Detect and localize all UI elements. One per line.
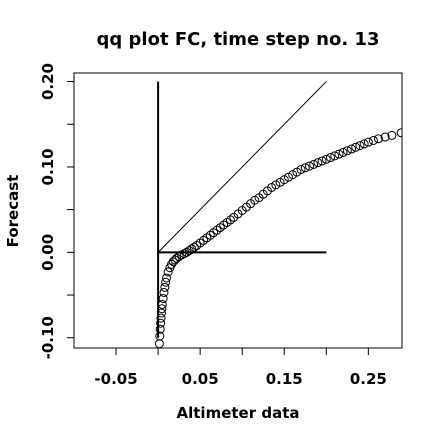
data-points [154,128,402,348]
data-point [156,308,166,318]
y-axis: -0.10 0.00 0.10 0.20 [39,63,74,359]
x-tick-label: 0.15 [266,370,303,388]
data-point [347,144,357,154]
data-point [189,242,199,252]
data-point [179,249,189,259]
data-point [157,299,167,309]
data-point [396,128,402,138]
data-point [154,339,164,348]
y-tick-label: 0.00 [39,234,57,271]
data-point [155,324,165,334]
data-point [380,132,390,142]
data-point [162,273,172,283]
data-point [334,149,344,159]
data-point [330,151,340,161]
x-axis-label: Altimeter data [177,404,300,422]
data-point [304,161,314,171]
data-point [159,287,169,297]
data-point [163,267,173,277]
data-point [359,139,369,149]
data-point [177,250,187,260]
data-point [296,165,306,175]
data-point [363,137,373,147]
data-point [351,142,361,152]
data-point [321,154,331,164]
data-point [156,313,166,323]
chart-title: qq plot FC, time step no. 13 [97,29,380,50]
data-point [387,130,397,140]
reference-line-identity [157,81,327,253]
reference-lines [157,81,327,338]
data-point [161,277,171,287]
data-point [326,153,336,163]
y-tick-label: 0.10 [39,148,57,185]
data-point [309,159,319,169]
data-point [338,147,348,157]
x-axis: -0.05 0.05 0.15 0.25 [94,348,387,388]
data-point [313,158,323,168]
data-point [317,156,327,166]
x-tick-label: 0.05 [182,370,219,388]
y-tick-label: 0.20 [39,63,57,100]
x-tick-label: -0.05 [94,370,137,388]
data-point [300,163,310,173]
data-point [368,135,378,145]
data-point [373,134,383,144]
data-point [157,304,167,314]
data-point [355,141,365,151]
data-point [160,282,170,292]
data-point [174,252,184,262]
y-axis-label: Forecast [4,175,22,248]
y-tick-label: -0.10 [39,316,57,359]
x-tick-label: 0.25 [350,370,387,388]
data-point [155,331,165,341]
plot-frame [73,72,403,349]
data-point [342,146,352,156]
data-point [156,318,166,328]
data-point [168,257,178,267]
data-point [158,293,168,303]
